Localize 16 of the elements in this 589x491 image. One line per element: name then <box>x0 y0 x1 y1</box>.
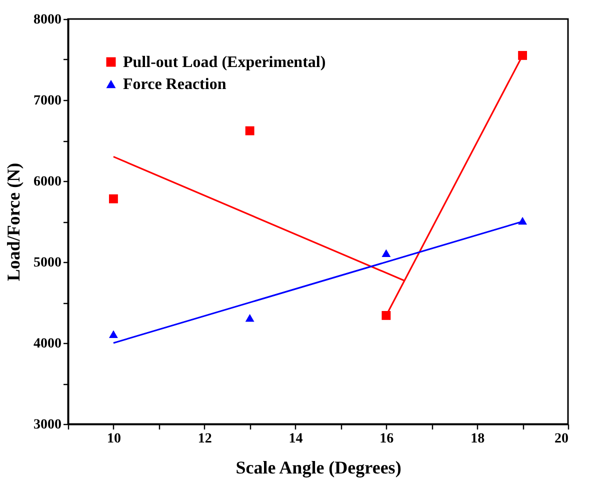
x-tick-label: 16 <box>380 432 394 446</box>
y-tick-label: 7000 <box>34 94 62 108</box>
y-tick-label: 5000 <box>34 256 62 270</box>
x-tick-label: 14 <box>288 432 303 446</box>
x-axis-title: Scale Angle (Degrees) <box>236 458 402 478</box>
x-tick-label: 18 <box>470 432 485 446</box>
y-tick-label: 4000 <box>34 336 62 352</box>
x-tick-label: 12 <box>198 432 212 446</box>
x-tick-label: 10 <box>106 432 121 446</box>
y-tick-label: 8000 <box>34 12 62 28</box>
legend-label: Force Reaction <box>123 76 226 93</box>
legend-label: Pull-out Load (Experimental) <box>123 54 326 71</box>
y-tick-label: 3000 <box>34 418 62 432</box>
y-tick-label: 6000 <box>34 174 62 190</box>
x-tick-label: 20 <box>554 432 568 446</box>
y-axis-title: Load/Force (N) <box>4 162 24 282</box>
